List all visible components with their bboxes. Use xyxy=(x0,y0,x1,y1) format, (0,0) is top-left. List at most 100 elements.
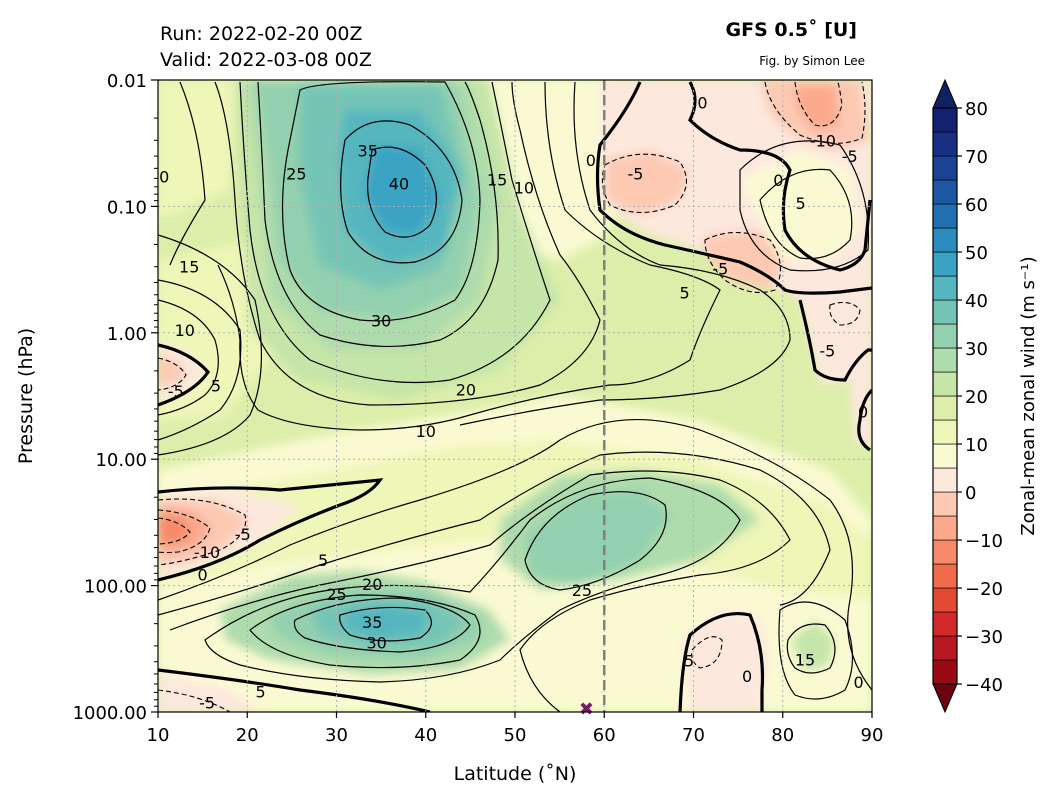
contour-30-lower xyxy=(293,597,471,653)
y-tick-label: 0.01 xyxy=(107,71,147,92)
contour-25-lower xyxy=(249,594,481,669)
colorbar-segment xyxy=(932,323,958,349)
contour-label: 40 xyxy=(389,175,409,194)
field-neg-bottom-left xyxy=(158,672,260,712)
field-neg-bottom-right xyxy=(680,610,770,712)
contour-label: -5 xyxy=(819,341,835,360)
colorbar-label: Zonal-mean zonal wind (m s⁻¹) xyxy=(1018,256,1039,535)
field-neg5-a xyxy=(605,150,690,215)
colorbar-segment xyxy=(932,467,958,493)
colorbar-tick-label: −40 xyxy=(965,675,1003,696)
x-tick-label: 60 xyxy=(593,725,616,746)
colorbar-tick-label: 60 xyxy=(965,195,988,216)
contour-10-left xyxy=(158,279,242,441)
contour-neg5-c xyxy=(764,81,866,144)
location-marker: ✖ xyxy=(579,699,594,720)
contour-label: 5 xyxy=(211,376,221,395)
field-neg15-left-low xyxy=(158,515,192,543)
y-tick-label: 10.00 xyxy=(95,450,147,471)
contour-label: 20 xyxy=(456,380,476,399)
contour-15-upper xyxy=(214,81,601,406)
thin-contours xyxy=(158,81,872,712)
field-pos-inset xyxy=(740,150,860,260)
contour-5-left xyxy=(158,299,219,416)
colorbar-segment xyxy=(932,179,958,205)
contour-5-upper xyxy=(459,81,791,426)
contour-5-upper-right xyxy=(759,168,853,260)
colorbar-tick-label: 0 xyxy=(965,483,976,504)
contour-15-left xyxy=(158,234,263,456)
contour-neg5-left-low xyxy=(158,498,247,566)
contour-5-lower-band xyxy=(158,419,872,691)
chart-title: GFS 0.5˚ [U] xyxy=(726,18,857,41)
colorbar-segment xyxy=(932,587,958,613)
contour-label: 0 xyxy=(697,93,707,112)
contour-neg5-right xyxy=(829,301,861,326)
contour-neg15-left-low xyxy=(158,517,191,545)
colorbar-segment xyxy=(932,443,958,469)
field-25-30-mid xyxy=(525,490,670,585)
colorbar-extend-low xyxy=(932,683,958,714)
colorbar-tick-label: 50 xyxy=(965,243,988,264)
colorbar-segment xyxy=(932,659,958,685)
field-10-15-topleft xyxy=(158,80,235,220)
colorbar-segment xyxy=(932,563,958,589)
colorbar-segment xyxy=(932,635,958,661)
contour-25-upper xyxy=(257,81,499,348)
zero-contour-right-mid xyxy=(798,299,872,382)
field-neg5-left-mid xyxy=(158,355,185,385)
colorbar-segment xyxy=(932,347,958,373)
y-tick-label: 100.00 xyxy=(84,577,147,598)
contour-label: 5 xyxy=(256,683,266,702)
x-tick-label: 20 xyxy=(236,725,259,746)
grid xyxy=(158,80,872,712)
colorbar-segment xyxy=(932,299,958,325)
contour-label: 0 xyxy=(198,566,208,585)
contour-label: -5 xyxy=(842,147,858,166)
colorbar-segment xyxy=(932,227,958,253)
x-tick-label: 40 xyxy=(414,725,437,746)
valid-label: Valid: 2022-03-08 00Z xyxy=(160,49,372,71)
colorbar: 80 70 60 50 40 30 20 10 0 −10 −20 −30 −40 xyxy=(932,78,1003,714)
x-axis-label: Latitude (˚N) xyxy=(454,763,577,785)
colorbar-segment xyxy=(932,107,958,133)
contour-neg10-left-low xyxy=(158,509,211,554)
contour-neg10-c xyxy=(794,81,843,127)
contour-label: 25 xyxy=(572,581,592,600)
colorbar-segment xyxy=(932,419,958,445)
y-axis-label: Pressure (hPa) xyxy=(15,328,37,464)
contour-30-upper xyxy=(281,81,481,322)
contour-label: 10 xyxy=(175,321,195,340)
colorbar-tick-label: −20 xyxy=(965,579,1003,600)
y-axis: 0.01 0.10 1.00 10.00 100.00 1000.00 xyxy=(73,71,158,724)
y-tick-label: 1000.00 xyxy=(73,703,147,724)
field-35-40-low xyxy=(345,605,430,638)
contour-25-mid xyxy=(524,491,667,591)
colorbar-segment xyxy=(932,131,958,157)
contour-40-upper xyxy=(367,146,438,238)
colorbar-segment xyxy=(932,251,958,277)
credit-label: Fig. by Simon Lee xyxy=(759,54,865,68)
zero-contour-left-mid xyxy=(158,343,211,407)
contour-label: 5 xyxy=(796,194,806,213)
field-neg10-c xyxy=(795,85,840,130)
contour-label: 25 xyxy=(326,585,346,604)
contour-label: 20 xyxy=(362,575,382,594)
x-tick-label: 70 xyxy=(682,725,705,746)
contour-15-lower-right xyxy=(786,623,836,674)
zero-contour-left-low xyxy=(158,478,384,582)
colorbar-segment xyxy=(932,491,958,517)
contour-15-lower xyxy=(169,470,791,712)
contour-35-upper xyxy=(340,120,463,264)
contour-label: -5 xyxy=(168,382,184,401)
colorbar-tick-label: 80 xyxy=(965,99,988,120)
zero-contour-inner-right xyxy=(688,81,872,272)
zero-contour-right-edge xyxy=(857,388,872,452)
colorbar-tick-label: −30 xyxy=(965,627,1003,648)
field-pos-bottom-right xyxy=(790,620,835,672)
contour-5-upper-right-b xyxy=(739,140,870,272)
x-tick-label: 90 xyxy=(861,725,884,746)
contour-10-upper xyxy=(169,81,206,266)
